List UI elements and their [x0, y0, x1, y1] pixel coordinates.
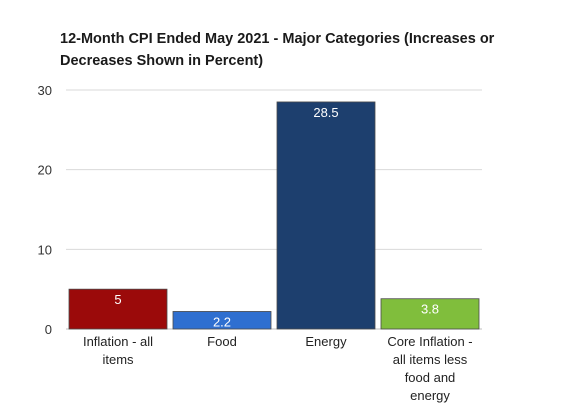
bar-3: [276, 101, 376, 330]
data-label: 5: [114, 292, 121, 307]
y-tick-label: 20: [38, 163, 52, 178]
data-label: 2.2: [213, 314, 231, 329]
y-tick-label: 10: [38, 242, 52, 257]
x-tick-label: all items less: [393, 352, 468, 367]
chart-title: 12-Month CPI Ended May 2021 - Major Cate…: [60, 31, 495, 69]
x-tick-label: Inflation - all: [83, 334, 153, 349]
x-tick-label: energy: [410, 388, 450, 403]
y-tick-label: 30: [38, 83, 52, 98]
data-label: 28.5: [313, 105, 338, 120]
bar-4: [380, 298, 480, 330]
data-label: 3.8: [421, 302, 439, 317]
bar-1: [68, 288, 168, 330]
y-tick-label: 0: [45, 322, 52, 337]
bar-2: [172, 311, 272, 330]
x-tick-label: Energy: [305, 334, 347, 349]
x-tick-label: Food: [207, 334, 237, 349]
x-tick-label: Core Inflation -: [387, 334, 472, 349]
x-tick-label: food and: [405, 370, 456, 385]
x-tick-label: items: [102, 352, 134, 367]
